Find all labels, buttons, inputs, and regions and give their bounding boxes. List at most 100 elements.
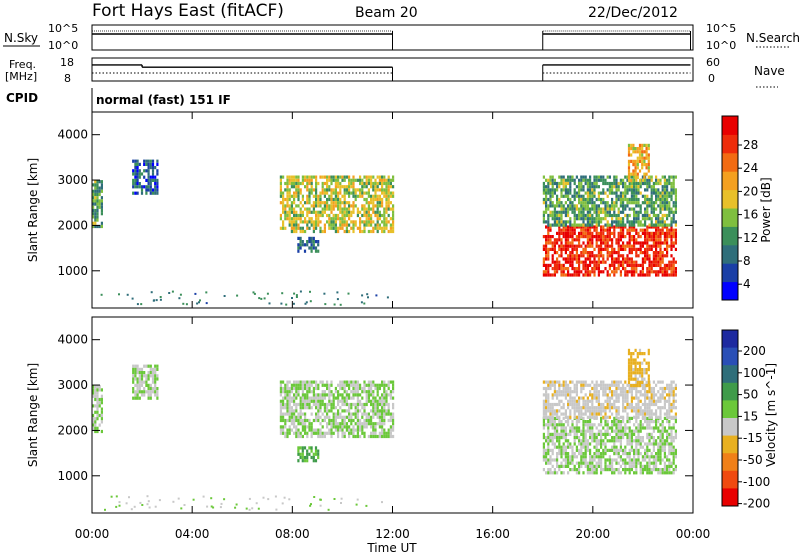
heatmap-cell [542, 415, 545, 419]
heatmap-cell [551, 185, 554, 189]
heatmap-cell [392, 418, 395, 423]
colorbar-swatch [722, 435, 738, 454]
heatmap-cell [308, 217, 311, 221]
heatmap-cell [310, 181, 313, 186]
heatmap-cell [672, 439, 675, 443]
heatmap-cell [383, 191, 386, 195]
heatmap-cell [551, 448, 554, 452]
heatmap-cell [637, 423, 640, 427]
heatmap-cell [314, 452, 318, 456]
heatmap-cell [295, 191, 298, 195]
heatmap-cell [556, 439, 559, 443]
heatmap-cell [639, 439, 642, 443]
heatmap-cell [672, 273, 675, 277]
heatmap-cell [615, 238, 618, 242]
heatmap-cell [389, 226, 392, 230]
heatmap-cell [647, 156, 650, 160]
heatmap-cell [542, 442, 545, 446]
heatmap-cell [312, 418, 315, 423]
heatmap-cell [661, 251, 664, 255]
heatmap-cell [328, 204, 331, 208]
heatmap-cell [602, 228, 605, 232]
heatmap-cell [308, 240, 311, 244]
heatmap-cell [312, 431, 315, 435]
heatmap-cell [611, 220, 614, 224]
heatmap-cell [602, 270, 605, 274]
heatmap-cell [136, 396, 139, 400]
heatmap-cell [666, 194, 669, 198]
heatmap-cell [666, 223, 669, 227]
heatmap-cell [635, 448, 638, 452]
heatmap-cell [613, 263, 616, 267]
heatmap-cell [279, 226, 282, 230]
heatmap-cell [622, 452, 625, 456]
heatmap-cell [326, 402, 329, 407]
heatmap-cell [301, 393, 304, 397]
heatmap-cell [630, 159, 633, 163]
heatmap-cell [385, 402, 388, 407]
heatmap-cell [551, 178, 554, 182]
heatmap-cell [630, 238, 633, 242]
heatmap-cell [670, 254, 673, 258]
heatmap-cell [299, 220, 302, 224]
heatmap-cell [661, 468, 664, 472]
heatmap-cell [350, 422, 353, 426]
heatmap-cell [636, 172, 639, 176]
heatmap-cell [648, 263, 651, 267]
heatmap-cell [319, 431, 322, 435]
heatmap-cell [611, 461, 614, 465]
heatmap-cell [573, 390, 576, 394]
heatmap-cell [341, 220, 344, 224]
heatmap-cell [628, 223, 631, 227]
heatmap-cell [545, 194, 548, 198]
heatmap-cell [586, 185, 589, 189]
heatmap-cell [315, 431, 318, 435]
heatmap-cell [644, 273, 647, 277]
heatmap-cell [301, 434, 304, 439]
heatmap-cell [575, 380, 578, 384]
heatmap-cell [589, 217, 592, 221]
heatmap-cell [633, 175, 636, 179]
heatmap-cell [560, 423, 563, 427]
heatmap-cell [389, 181, 392, 186]
heatmap-cell [136, 377, 139, 381]
heatmap-cell [295, 390, 298, 394]
heatmap-cell [337, 204, 340, 208]
heatmap-cell [301, 226, 304, 230]
heatmap-cell [672, 455, 675, 459]
heatmap-cell [308, 178, 311, 182]
heatmap-cell [288, 207, 291, 211]
heatmap-cell [290, 422, 293, 426]
heatmap-cell [571, 452, 574, 456]
heatmap-cell [586, 426, 589, 430]
heatmap-cell [306, 399, 309, 403]
heatmap-cell [615, 439, 618, 443]
heatmap-cell [615, 461, 618, 465]
heatmap-cell [282, 415, 285, 419]
heatmap-cell [617, 383, 620, 387]
heatmap-cell [94, 385, 97, 389]
heatmap-cell [633, 267, 636, 271]
heatmap-cell [652, 420, 655, 424]
heatmap-cell [637, 235, 640, 239]
heatmap-cell [392, 185, 395, 189]
heatmap-cell [567, 402, 570, 407]
heatmap-cell [582, 210, 585, 214]
heatmap-cell [262, 496, 265, 499]
heatmap-cell [567, 194, 570, 198]
heatmap-cell [567, 235, 570, 239]
heatmap-cell [650, 217, 653, 221]
heatmap-cell [624, 194, 627, 198]
heatmap-cell [149, 387, 152, 391]
heatmap-cell [626, 191, 629, 195]
heatmap-cell [392, 213, 395, 218]
heatmap-cell [633, 244, 636, 248]
heatmap-cell [573, 223, 576, 227]
heatmap-cell [118, 504, 121, 507]
heatmap-cell [562, 416, 565, 420]
heatmap-cell [284, 213, 287, 218]
heatmap-cell [282, 191, 285, 195]
heatmap-cell [383, 422, 386, 426]
heatmap-cell [545, 244, 548, 248]
heatmap-cell [611, 223, 614, 227]
